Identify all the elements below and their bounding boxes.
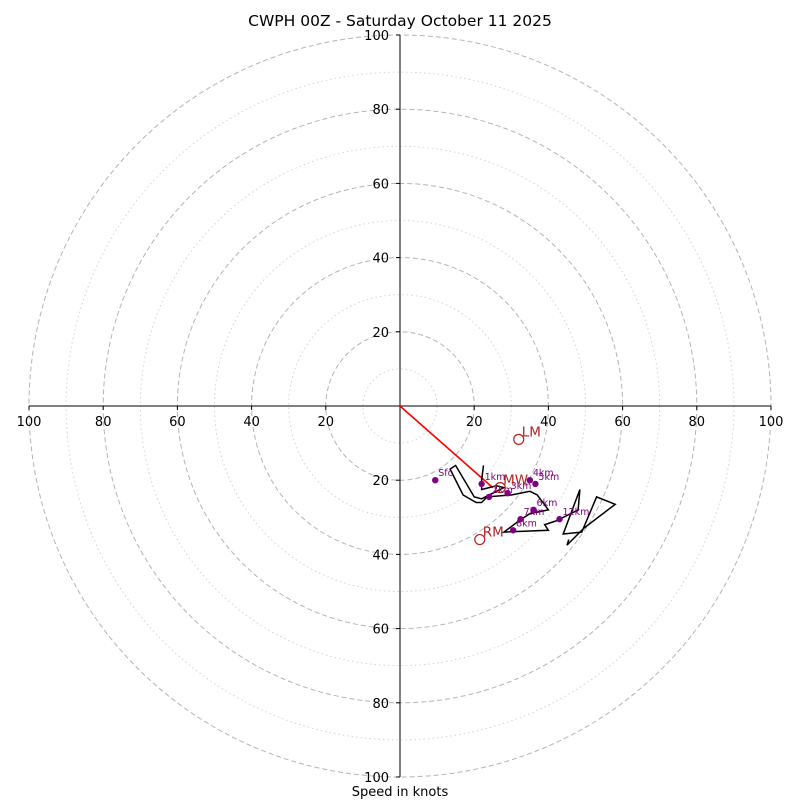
height-marker-dot (556, 515, 563, 523)
storm-motion-marker (474, 533, 486, 546)
x-tick-label: 20 (466, 415, 483, 430)
y-tick-label: 60 (372, 623, 389, 638)
storm-motion-markers: LM MW RM (474, 424, 541, 546)
height-marker-label: 6km (537, 498, 558, 509)
height-marker-dot (509, 527, 517, 534)
y-tick-label: 40 (372, 548, 389, 563)
height-marker-label: 4km (533, 468, 554, 479)
y-tick-label: 100 (364, 29, 389, 44)
chart-title: CWPH 00Z - Saturday October 11 2025 (248, 12, 552, 30)
height-marker-label: 12km (563, 507, 590, 518)
x-axis-label: Speed in knots (352, 785, 449, 800)
height-marker-dot (517, 515, 524, 523)
height-marker-label: 7km (524, 507, 545, 518)
height-marker-label: 5km (538, 472, 559, 483)
x-tick-label: 20 (318, 415, 335, 430)
y-tick-label: 60 (372, 177, 389, 192)
height-marker-label: 3km (511, 481, 532, 492)
height-marker-dot (504, 489, 511, 497)
x-tick-label: 80 (689, 415, 706, 430)
height-marker-label: 2km (492, 485, 513, 496)
height-marker-dot (532, 480, 539, 488)
x-tick-label: 100 (759, 415, 784, 430)
shear-vector-layer (399, 405, 494, 489)
x-tick-label: 80 (95, 415, 112, 430)
storm-motion-label: RM (483, 525, 504, 541)
storm-motion-label: MW (503, 473, 528, 489)
height-marker-dot (432, 477, 439, 484)
height-marker-label: 1km (485, 472, 506, 483)
tick-labels: 100 80 60 40 20 20 40 60 80 100 100 80 60 40 20 20 40 60 8… (17, 29, 784, 786)
x-tick-label: 40 (243, 415, 260, 430)
storm-motion-label: LM (522, 424, 541, 440)
y-tick-label: 20 (372, 474, 389, 489)
y-tick-label: 20 (372, 326, 389, 341)
x-tick-label: 60 (614, 415, 631, 430)
height-marker-dot (530, 506, 537, 514)
y-tick-label: 100 (364, 771, 389, 786)
x-tick-label: 100 (17, 415, 42, 430)
y-tick-label: 80 (372, 103, 389, 118)
height-marker-dot (485, 493, 493, 501)
storm-motion-marker (513, 433, 525, 445)
height-marker-dot (526, 477, 534, 484)
x-tick-label: 60 (169, 415, 186, 430)
height-marker-label: 8km (516, 518, 537, 529)
storm-motion-marker (494, 482, 506, 494)
x-tick-label: 40 (540, 415, 557, 430)
y-tick-label: 80 (372, 697, 389, 712)
shear-vector-line (399, 405, 494, 489)
height-marker-dot (478, 480, 485, 488)
y-tick-label: 40 (372, 252, 389, 267)
height-marker-label: Sfc (438, 468, 453, 479)
